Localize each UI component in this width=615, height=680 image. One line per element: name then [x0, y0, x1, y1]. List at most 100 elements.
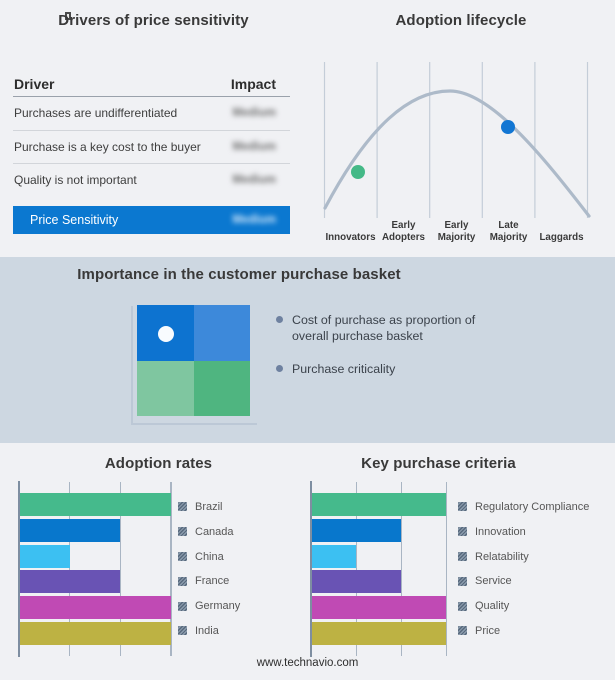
price-sensitivity-highlight-row: Price Sensitivity Medium — [13, 205, 290, 234]
gridline — [69, 482, 71, 656]
quadrant-bottom-left — [137, 360, 194, 416]
bar-india — [20, 621, 171, 645]
bar-france — [20, 570, 121, 594]
artifact-mark — [65, 12, 71, 20]
legend-label: Germany — [195, 600, 241, 613]
adoption-rates-legend: Brazil Canada China France Germany India — [178, 495, 240, 644]
adoption-lifecycle-chart — [323, 62, 591, 218]
position-dot — [158, 326, 174, 342]
legend-swatch-icon — [458, 576, 467, 586]
legend-label: China — [195, 550, 224, 563]
gridline — [355, 482, 357, 656]
legend-item: Relatability — [458, 544, 589, 569]
bullet-icon — [276, 316, 283, 323]
legend-item: Innovation — [458, 519, 589, 544]
gridline — [170, 482, 172, 656]
bullet-item: Purchase criticality — [276, 361, 486, 377]
lifecycle-title: Adoption lifecycle — [395, 12, 527, 29]
adoption-rates-bars — [20, 493, 171, 648]
legend-item: India — [178, 619, 240, 644]
table-row: Purchase is a key cost to the buyer Medi… — [13, 131, 290, 164]
lifecycle-gridlines — [323, 62, 589, 218]
legend-label: Innovation — [475, 525, 526, 538]
col-driver: Driver — [14, 76, 55, 92]
bar-price — [312, 621, 446, 645]
basket-title: Importance in the customer purchase bask… — [77, 266, 401, 283]
impact-value-blurred: Medium — [232, 140, 276, 153]
legend-item: Brazil — [178, 495, 240, 520]
legend-label: Brazil — [195, 500, 223, 513]
gridline — [400, 482, 402, 656]
table-row: Purchases are undifferentiated Medium — [13, 97, 290, 131]
bullet-text: Cost of purchase as proportion of overal… — [292, 313, 476, 344]
table-header: Driver Impact — [13, 66, 290, 97]
purchase-basket-band: Importance in the customer purchase bask… — [0, 257, 615, 443]
bar-innovation — [312, 518, 401, 542]
legend-item: Germany — [178, 594, 240, 619]
gridline — [119, 482, 121, 656]
legend-label: Price — [475, 624, 501, 637]
legend-swatch-icon — [178, 552, 187, 562]
quadrant-matrix — [137, 305, 250, 416]
bar-canada — [20, 518, 121, 542]
legend-label: Quality — [475, 600, 510, 613]
stage-early-adopters: Early Adopters — [381, 220, 425, 243]
quadrant-top-right — [193, 305, 250, 361]
stage-laggards: Laggards — [539, 231, 584, 243]
adoption-chart-axis — [18, 481, 20, 657]
quadrant-y-axis — [131, 306, 133, 424]
legend-swatch-icon — [178, 601, 187, 611]
legend-label: Relatability — [475, 550, 529, 563]
key-purchase-criteria-title: Key purchase criteria — [361, 455, 516, 472]
bar-relatability — [312, 544, 357, 568]
bar-regulatory-compliance — [312, 493, 446, 516]
quadrant-bottom-right — [193, 360, 250, 416]
gridline — [445, 482, 447, 656]
blue-marker-dot — [501, 120, 515, 134]
legend-item: France — [178, 569, 240, 594]
key-purchase-criteria-bars — [312, 493, 446, 648]
quadrant-x-axis — [131, 423, 257, 425]
legend-swatch-icon — [178, 576, 187, 586]
legend-item: Service — [458, 569, 589, 594]
key-purchase-criteria-legend: Regulatory Compliance Innovation Relatab… — [458, 495, 589, 644]
lifecycle-stage-labels: Innovators Early Adopters Early Majority… — [314, 217, 606, 243]
legend-item: Quality — [458, 594, 589, 619]
legend-label: Regulatory Compliance — [475, 500, 590, 513]
driver-label: Price Sensitivity — [30, 212, 119, 227]
col-impact: Impact — [230, 76, 276, 92]
legend-label: Canada — [195, 525, 234, 538]
website-url: www.technavio.com — [256, 657, 359, 669]
green-marker-dot — [351, 165, 365, 179]
drivers-title: Drivers of price sensitivity — [58, 12, 249, 29]
legend-swatch-icon — [458, 601, 467, 611]
bottom-charts-section: Adoption rates Key purchase criteria Bra… — [0, 443, 615, 680]
legend-item: China — [178, 544, 240, 569]
legend-item: Price — [458, 619, 589, 644]
legend-swatch-icon — [458, 502, 467, 512]
bullet-text: Purchase criticality — [292, 362, 396, 377]
legend-swatch-icon — [458, 527, 467, 537]
adoption-rates-title: Adoption rates — [104, 455, 213, 472]
criteria-chart-axis — [310, 481, 312, 657]
drivers-table: Driver Impact Purchases are undifferenti… — [13, 66, 290, 234]
legend-label: India — [195, 624, 219, 637]
legend-swatch-icon — [178, 502, 187, 512]
legend-swatch-icon — [178, 527, 187, 537]
stage-late-majority: Late Majority — [489, 220, 528, 243]
legend-swatch-icon — [458, 552, 467, 562]
bar-quality — [312, 596, 446, 620]
driver-label: Purchase is a key cost to the buyer — [14, 139, 201, 154]
legend-swatch-icon — [178, 626, 187, 636]
legend-item: Regulatory Compliance — [458, 495, 589, 520]
legend-label: France — [195, 575, 230, 588]
driver-label: Purchases are undifferentiated — [14, 106, 178, 121]
impact-value-blurred: Medium — [232, 213, 276, 226]
bullet-item: Cost of purchase as proportion of overal… — [276, 312, 486, 344]
legend-label: Service — [475, 575, 512, 588]
bell-curve — [323, 89, 591, 218]
table-row: Quality is not important Medium — [13, 164, 290, 197]
bar-china — [20, 544, 70, 568]
driver-label: Quality is not important — [14, 173, 137, 188]
legend-swatch-icon — [458, 626, 467, 636]
